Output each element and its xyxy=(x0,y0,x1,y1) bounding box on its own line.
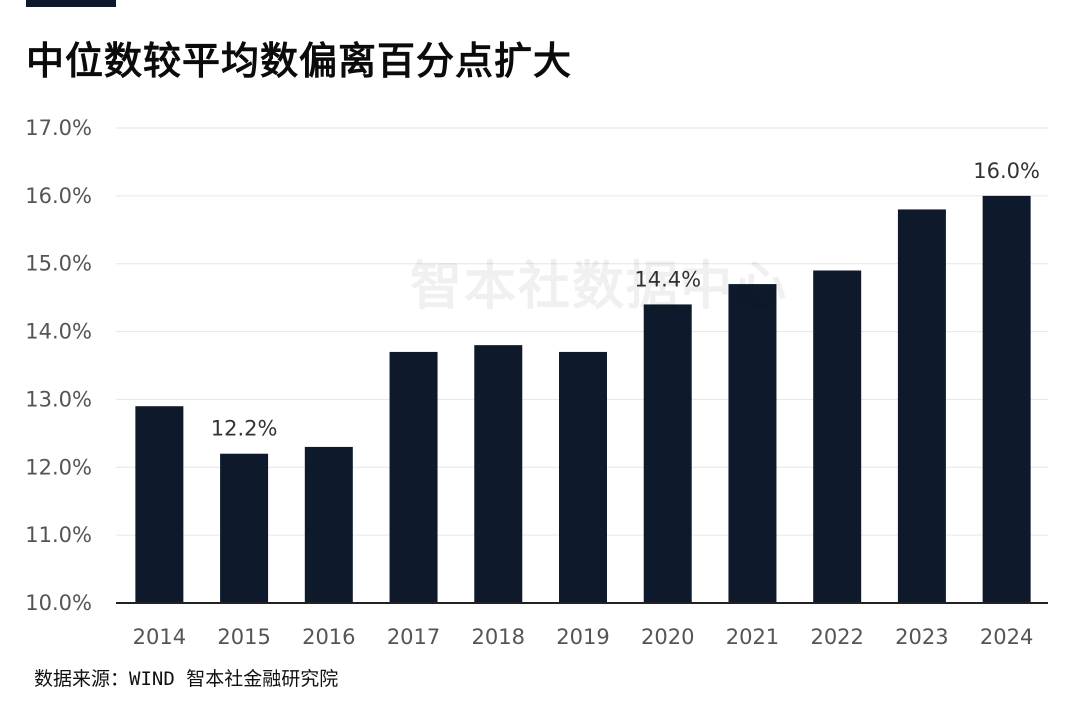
chart-title: 中位数较平均数偏离百分点扩大 xyxy=(26,39,573,83)
x-tick-label: 2022 xyxy=(810,625,863,649)
y-tick-label: 10.0% xyxy=(25,591,92,615)
data-labels: 12.2% 14.4% 16.0% xyxy=(211,159,1040,441)
data-label-2020: 14.4% xyxy=(634,267,701,291)
y-tick-label: 17.0% xyxy=(25,116,92,140)
bar-2020 xyxy=(643,304,692,603)
x-tick-label: 2015 xyxy=(217,625,270,649)
bar-2015 xyxy=(220,453,269,603)
x-tick-label: 2024 xyxy=(980,625,1033,649)
bar-2018 xyxy=(474,345,523,603)
top-accent-bar xyxy=(26,0,116,7)
y-tick-label: 11.0% xyxy=(25,523,92,547)
bar-2022 xyxy=(813,270,862,603)
grid-lines xyxy=(116,127,1048,536)
y-tick-label: 13.0% xyxy=(25,387,92,411)
data-label-2024: 16.0% xyxy=(973,159,1040,183)
bar-2014 xyxy=(135,406,184,603)
data-label-2015: 12.2% xyxy=(211,417,278,441)
x-axis-ticks: 2014 2015 2016 2017 2018 2019 2020 2021 2022 2023… xyxy=(133,625,1034,649)
x-tick-label: 2020 xyxy=(641,625,694,649)
x-tick-label: 2023 xyxy=(895,625,948,649)
x-tick-label: 2014 xyxy=(133,625,186,649)
x-tick-label: 2017 xyxy=(387,625,440,649)
bar-2019 xyxy=(559,351,607,603)
x-tick-label: 2016 xyxy=(302,625,355,649)
x-tick-label: 2018 xyxy=(472,625,525,649)
bar-2023 xyxy=(897,209,946,603)
bar-2016 xyxy=(304,446,353,603)
y-tick-label: 14.0% xyxy=(25,320,92,344)
x-tick-label: 2019 xyxy=(556,625,609,649)
y-tick-label: 15.0% xyxy=(25,252,92,276)
bar-2024 xyxy=(982,195,1031,603)
x-tick-label: 2021 xyxy=(726,625,779,649)
source-note: 数据来源：WIND 智本社金融研究院 xyxy=(34,668,339,690)
bar-2017 xyxy=(389,351,438,603)
y-tick-label: 12.0% xyxy=(25,455,92,479)
y-tick-label: 16.0% xyxy=(25,184,92,208)
y-axis-ticks: 10.0% 11.0% 12.0% 13.0% 14.0% 15.0% 16.0% 17.0% xyxy=(25,116,92,615)
bars xyxy=(135,195,1031,603)
bar-2021 xyxy=(728,284,777,603)
